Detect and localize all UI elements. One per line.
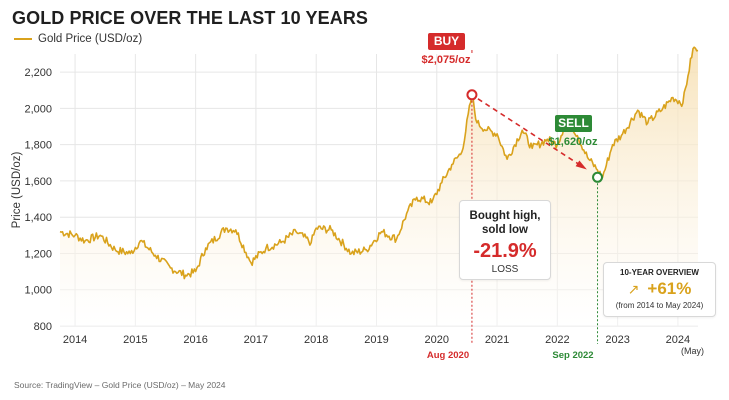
loss-callout: Bought high, sold low -21.9% LOSS [459, 200, 551, 280]
y-tick-label: 1,600 [24, 176, 52, 188]
y-tick-label: 2,000 [24, 103, 52, 115]
overview-callout: 10-YEAR OVERVIEW ↗ +61% (from 2014 to Ma… [603, 262, 716, 317]
loss-caption: LOSS [491, 264, 519, 275]
overview-heading: 10-YEAR OVERVIEW [620, 268, 699, 277]
loss-arrow-head [575, 160, 587, 170]
loss-arrow-line [477, 98, 584, 168]
x-tick-label: 2023 [605, 334, 629, 346]
buy-point [466, 89, 478, 101]
loss-line-2: sold low [482, 224, 528, 236]
y-tick-label: 1,400 [24, 212, 52, 224]
overview-sub: (from 2014 to May 2024) [615, 301, 704, 310]
up-arrow-icon: ↗ [627, 280, 640, 297]
series-line [59, 46, 699, 280]
loss-line-1: Bought high, [469, 210, 541, 222]
buy-price-label: $2,075/oz [421, 54, 471, 66]
y-tick-label: 1,200 [24, 248, 52, 260]
buy-date-label: Aug 2020 [426, 350, 470, 361]
x-tick-label: 2014 [63, 334, 87, 346]
loss-percent: -21.9% [473, 240, 537, 262]
x-tick-label: 2021 [485, 334, 509, 346]
x-tick-label: 2024 [666, 334, 690, 346]
legend-label: Gold Price (USD/oz) [38, 33, 143, 45]
x-tick-label: 2018 [304, 334, 328, 346]
x-tick-label: 2015 [123, 334, 147, 346]
sell-price-label: $1,620/oz [548, 136, 598, 148]
x-tick-label: 2020 [425, 334, 449, 346]
x-tick-label: 2022 [545, 334, 569, 346]
overview-value: +61% [647, 279, 692, 298]
chart-title: GOLD PRICE OVER THE LAST 10 YEARS [12, 8, 369, 28]
x-tick-label: 2019 [364, 334, 388, 346]
x-tick-label: 2016 [183, 334, 207, 346]
sell-point [592, 171, 604, 183]
y-tick-label: 2,200 [24, 67, 52, 79]
legend-swatch [14, 38, 32, 40]
legend: Gold Price (USD/oz) [14, 33, 142, 45]
sell-tag: SELL [555, 115, 592, 132]
y-tick-label: 1,800 [24, 140, 52, 152]
may-note: (May) [681, 346, 704, 356]
source-note: Source: TradingView – Gold Price (USD/oz… [14, 380, 226, 390]
y-tick-label: 800 [34, 321, 52, 333]
y-tick-label: 1,000 [24, 285, 52, 297]
overview-row: ↗ +61% [604, 279, 715, 299]
sell-date-label: Sep 2022 [552, 350, 594, 361]
x-tick-label: 2017 [244, 334, 268, 346]
y-axis-label: Price (USD/oz) [11, 151, 23, 228]
buy-tag: BUY [428, 33, 465, 50]
